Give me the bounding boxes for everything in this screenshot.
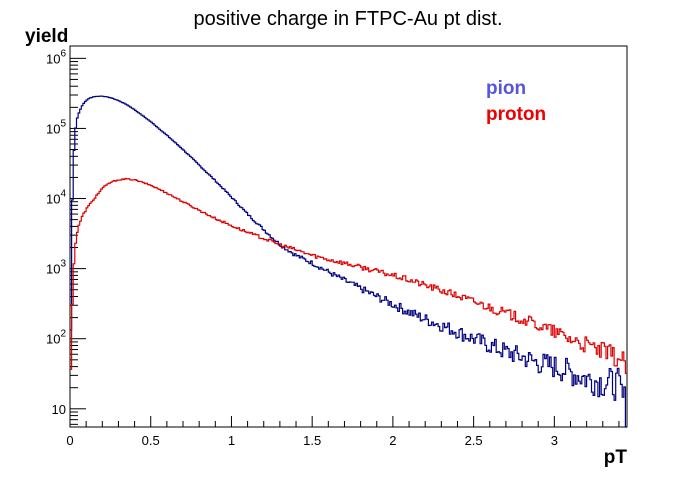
series-line-proton bbox=[70, 177, 627, 374]
legend: pion proton bbox=[486, 78, 546, 125]
chart-title: positive charge in FTPC-Au pt dist. bbox=[193, 8, 502, 30]
legend-entry-proton: proton bbox=[486, 104, 546, 125]
legend-entry-pion: pion bbox=[486, 78, 526, 99]
y-tick-label: 104 bbox=[46, 189, 66, 207]
series-lines bbox=[70, 95, 627, 428]
plot-frame bbox=[69, 45, 628, 428]
x-tick-label: 2.5 bbox=[465, 433, 483, 448]
y-tick-label: 105 bbox=[46, 118, 66, 136]
x-tick-label: 2 bbox=[389, 433, 396, 448]
y-tick-label: 106 bbox=[46, 48, 66, 66]
y-tick-label: 103 bbox=[46, 259, 66, 277]
y-tick-label: 102 bbox=[46, 329, 66, 347]
y-axis-ticks: 10 102 103 104 105 106 bbox=[46, 48, 86, 425]
x-axis-label: pT bbox=[604, 447, 628, 468]
x-tick-label: 1 bbox=[228, 433, 235, 448]
x-tick-label: 0.5 bbox=[142, 433, 160, 448]
y-tick-label: 10 bbox=[52, 402, 66, 417]
x-tick-label: 1.5 bbox=[303, 433, 321, 448]
series-line-pion bbox=[70, 95, 627, 428]
y-axis-label: yield bbox=[25, 26, 68, 47]
x-tick-label: 3 bbox=[551, 433, 558, 448]
x-tick-label: 0 bbox=[66, 433, 73, 448]
x-axis-ticks: 0 0.5 1 1.5 2 2.5 3 bbox=[66, 416, 620, 448]
plot-frame-rect bbox=[69, 45, 628, 428]
